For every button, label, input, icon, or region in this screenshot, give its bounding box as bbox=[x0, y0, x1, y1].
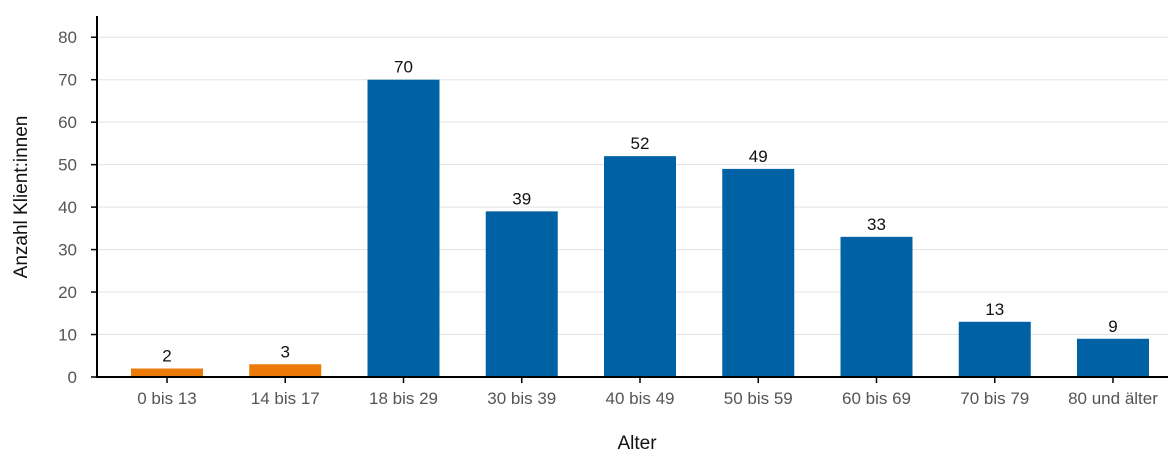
data-label: 70 bbox=[394, 58, 413, 77]
x-tick-label: 60 bis 69 bbox=[842, 389, 911, 408]
data-label: 9 bbox=[1108, 317, 1117, 336]
y-tick-label: 60 bbox=[58, 113, 77, 132]
bar bbox=[958, 321, 1031, 377]
data-labels: 2 3 70 39 52 49 33 13 9 bbox=[162, 58, 1117, 366]
x-tick-labels: 0 bis 13 14 bis 17 18 bis 29 30 bis 39 40 bi… bbox=[137, 389, 1158, 408]
x-tick-label: 50 bis 59 bbox=[724, 389, 793, 408]
y-tick-label: 30 bbox=[58, 241, 77, 260]
x-tick-label: 80 und älter bbox=[1068, 389, 1158, 408]
bars bbox=[131, 79, 1149, 378]
bar bbox=[1077, 338, 1149, 377]
data-label: 3 bbox=[281, 342, 290, 361]
bar bbox=[249, 364, 322, 377]
data-label: 2 bbox=[162, 347, 171, 366]
data-label: 49 bbox=[749, 147, 768, 166]
bar bbox=[131, 368, 203, 377]
x-tick-label: 18 bis 29 bbox=[369, 389, 438, 408]
y-tick-label: 10 bbox=[58, 326, 77, 345]
data-label: 33 bbox=[867, 215, 886, 234]
y-tick-label: 50 bbox=[58, 156, 77, 175]
bar bbox=[367, 79, 440, 378]
bar bbox=[722, 168, 795, 377]
x-tick-label: 40 bis 49 bbox=[606, 389, 675, 408]
axes bbox=[91, 16, 1168, 383]
data-label: 13 bbox=[985, 300, 1004, 319]
y-axis-title: Anzahl Klient:innen bbox=[11, 116, 32, 279]
y-tick-labels: 0 10 20 30 40 50 60 70 80 bbox=[58, 28, 77, 387]
y-tick-label: 70 bbox=[58, 71, 77, 90]
bar bbox=[485, 211, 558, 377]
data-label: 52 bbox=[631, 134, 650, 153]
y-tick-label: 0 bbox=[68, 368, 77, 387]
data-label: 39 bbox=[512, 189, 531, 208]
x-tick-label: 0 bis 13 bbox=[137, 389, 197, 408]
y-tick-label: 80 bbox=[58, 28, 77, 47]
bar bbox=[840, 236, 913, 377]
x-tick-label: 14 bis 17 bbox=[251, 389, 320, 408]
x-tick-label: 30 bis 39 bbox=[487, 389, 556, 408]
x-tick-label: 70 bis 79 bbox=[960, 389, 1029, 408]
y-tick-label: 40 bbox=[58, 198, 77, 217]
x-axis-title: Alter bbox=[617, 433, 657, 453]
y-tick-label: 20 bbox=[58, 283, 77, 302]
bar bbox=[604, 156, 676, 377]
